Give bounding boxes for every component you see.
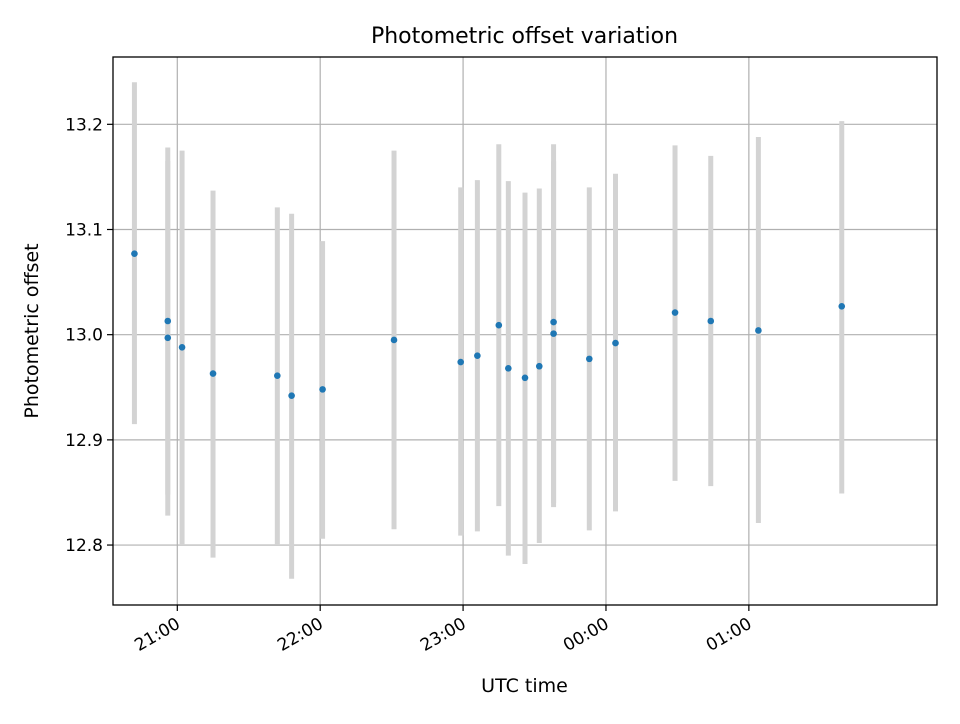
plot-frame bbox=[112, 56, 938, 606]
data-point bbox=[671, 309, 679, 316]
data-point bbox=[457, 358, 464, 366]
data-point bbox=[755, 327, 762, 334]
data-point bbox=[550, 330, 557, 337]
y-tick-label: 12.8 bbox=[65, 536, 103, 556]
y-tick-label: 13.0 bbox=[65, 326, 103, 346]
data-point bbox=[288, 392, 295, 399]
data-point bbox=[319, 386, 326, 393]
data-points bbox=[131, 250, 846, 399]
chart-title: Photometric offset variation bbox=[371, 24, 678, 49]
data-point bbox=[535, 362, 543, 370]
y-tick-label: 12.9 bbox=[65, 431, 103, 451]
y-axis-ticks: 12.8 12.9 13.0 13.1 13.2 bbox=[65, 115, 113, 556]
data-point bbox=[474, 352, 481, 360]
data-point bbox=[164, 334, 172, 342]
data-point bbox=[707, 317, 715, 325]
data-point bbox=[550, 318, 557, 326]
data-point bbox=[586, 355, 593, 363]
y-tick-label: 13.1 bbox=[65, 220, 103, 240]
data-point bbox=[164, 317, 172, 325]
data-point bbox=[495, 321, 503, 329]
data-point bbox=[838, 302, 846, 310]
x-axis-label: UTC time bbox=[481, 675, 568, 697]
data-point bbox=[521, 374, 529, 382]
data-point bbox=[209, 370, 217, 377]
y-axis-label: Photometric offset bbox=[21, 243, 43, 418]
data-point bbox=[390, 336, 398, 344]
data-point bbox=[612, 339, 619, 347]
data-point bbox=[178, 344, 186, 351]
data-point bbox=[505, 365, 512, 372]
data-point bbox=[131, 250, 138, 257]
y-tick-label: 13.2 bbox=[65, 115, 103, 135]
data-point bbox=[274, 372, 281, 380]
